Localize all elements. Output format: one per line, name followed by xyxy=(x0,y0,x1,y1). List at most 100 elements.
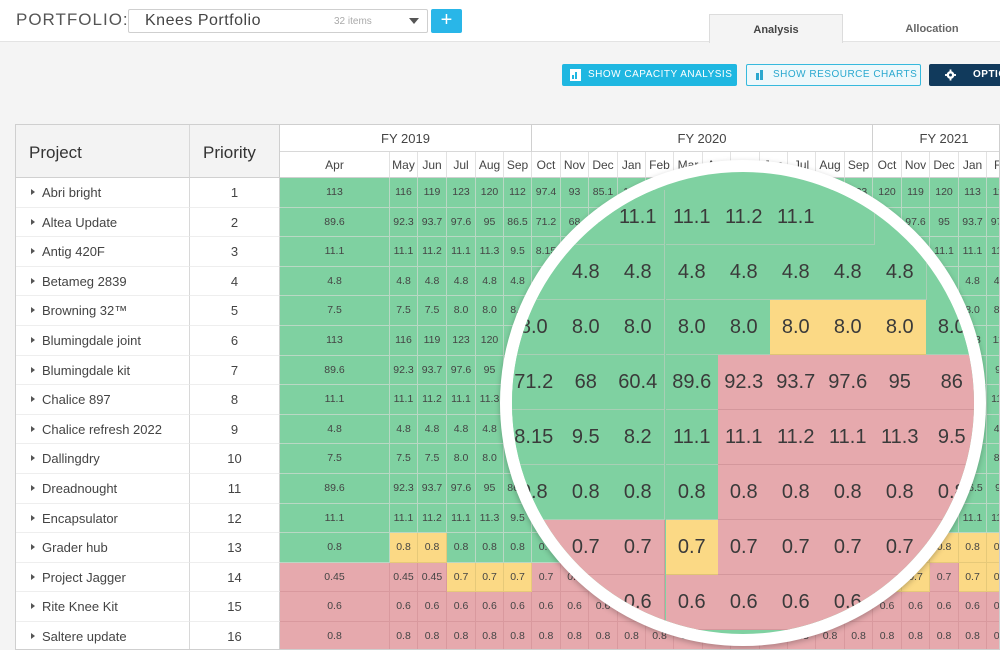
capacity-cell[interactable]: 4.8 xyxy=(987,266,999,297)
capacity-cell[interactable]: 0.8 xyxy=(987,533,999,563)
capacity-cell[interactable]: 89.6 xyxy=(280,355,390,386)
capacity-cell[interactable]: 95 xyxy=(476,207,504,238)
capacity-cell[interactable]: 0.6 xyxy=(476,592,504,622)
capacity-cell[interactable]: 97.6 xyxy=(447,207,476,238)
capacity-cell[interactable]: 119 xyxy=(418,326,447,356)
capacity-cell[interactable]: 116 xyxy=(987,326,999,356)
capacity-cell[interactable]: 120 xyxy=(476,178,504,208)
capacity-cell[interactable]: 93.7 xyxy=(959,207,987,238)
project-row-name[interactable]: Chalice 897 xyxy=(16,385,190,415)
capacity-cell[interactable]: 92.3 xyxy=(390,207,418,238)
capacity-cell[interactable]: 4.8 xyxy=(280,414,390,445)
capacity-cell[interactable]: 119 xyxy=(902,178,930,208)
capacity-cell[interactable]: 0.8 xyxy=(447,622,476,649)
expand-arrow-icon[interactable] xyxy=(31,573,35,580)
capacity-cell[interactable]: 95 xyxy=(930,207,959,238)
capacity-cell[interactable]: 0.7 xyxy=(447,562,476,593)
project-column-header[interactable]: Project xyxy=(16,125,190,178)
capacity-cell[interactable]: 120 xyxy=(476,326,504,356)
capacity-cell[interactable]: 0.8 xyxy=(280,533,390,563)
capacity-cell[interactable]: 11.2 xyxy=(418,237,447,267)
project-row-name[interactable]: Saltere update xyxy=(16,622,190,649)
expand-arrow-icon[interactable] xyxy=(31,218,35,225)
project-row-name[interactable]: Chalice refresh 2022 xyxy=(16,414,190,445)
project-row-name[interactable]: Abri bright xyxy=(16,178,190,208)
capacity-cell[interactable]: 0.6 xyxy=(987,592,999,622)
capacity-cell[interactable]: 11.1 xyxy=(280,237,390,267)
project-row-name[interactable]: Dallingdry xyxy=(16,444,190,474)
capacity-cell[interactable]: 11.1 xyxy=(447,503,476,534)
expand-arrow-icon[interactable] xyxy=(31,455,35,462)
capacity-cell[interactable]: 4.8 xyxy=(447,266,476,297)
show-resource-charts-button[interactable]: SHOW RESOURCE CHARTS xyxy=(746,64,921,86)
capacity-cell[interactable]: 89.6 xyxy=(280,207,390,238)
priority-column-header[interactable]: Priority xyxy=(190,125,280,178)
capacity-cell[interactable]: 7.5 xyxy=(390,444,418,474)
project-row-name[interactable]: Project Jagger xyxy=(16,562,190,593)
capacity-cell[interactable]: 123 xyxy=(447,326,476,356)
capacity-cell[interactable]: 8.0 xyxy=(447,444,476,474)
capacity-cell[interactable]: 11.1 xyxy=(447,237,476,267)
capacity-cell[interactable]: 11.1 xyxy=(447,385,476,415)
capacity-cell[interactable]: 0.8 xyxy=(390,533,418,563)
capacity-cell[interactable]: 93.7 xyxy=(418,474,447,504)
show-capacity-analysis-button[interactable]: SHOW CAPACITY ANALYSIS xyxy=(562,64,737,86)
capacity-cell[interactable]: 8.0 xyxy=(447,296,476,326)
capacity-cell[interactable]: 4.8 xyxy=(987,414,999,445)
tab-allocation[interactable]: Allocation xyxy=(905,23,959,35)
capacity-cell[interactable]: 0.8 xyxy=(447,533,476,563)
project-row-name[interactable]: Rite Knee Kit xyxy=(16,592,190,622)
capacity-cell[interactable]: 11.1 xyxy=(959,237,987,267)
capacity-cell[interactable]: 11.2 xyxy=(418,503,447,534)
capacity-cell[interactable]: 4.8 xyxy=(390,266,418,297)
expand-arrow-icon[interactable] xyxy=(31,337,35,343)
capacity-cell[interactable]: 93.7 xyxy=(418,355,447,386)
capacity-cell[interactable]: 4.8 xyxy=(959,266,987,297)
capacity-cell[interactable]: 116 xyxy=(390,326,418,356)
project-row-name[interactable]: Altea Update xyxy=(16,207,190,238)
capacity-cell[interactable]: 8.0 xyxy=(987,444,999,474)
capacity-cell[interactable]: 0.45 xyxy=(418,562,447,593)
capacity-cell[interactable]: 4.8 xyxy=(447,414,476,445)
expand-arrow-icon[interactable] xyxy=(31,633,35,639)
capacity-cell[interactable]: 97.6 xyxy=(447,474,476,504)
capacity-cell[interactable]: 0.7 xyxy=(987,562,999,593)
expand-arrow-icon[interactable] xyxy=(31,277,35,284)
expand-arrow-icon[interactable] xyxy=(31,544,35,551)
capacity-cell[interactable]: 0.45 xyxy=(280,562,390,593)
capacity-cell[interactable]: 8.0 xyxy=(987,296,999,326)
capacity-cell[interactable]: 92.3 xyxy=(390,355,418,386)
capacity-cell[interactable]: 0.6 xyxy=(390,592,418,622)
capacity-cell[interactable]: 0.8 xyxy=(987,622,999,649)
capacity-cell[interactable]: 11.1 xyxy=(280,385,390,415)
project-row-name[interactable]: Browning 32™ xyxy=(16,296,190,326)
capacity-cell[interactable]: 7.5 xyxy=(280,296,390,326)
expand-arrow-icon[interactable] xyxy=(31,425,35,432)
capacity-cell[interactable]: 11.2 xyxy=(987,237,999,267)
capacity-cell[interactable]: 7.5 xyxy=(418,444,447,474)
project-row-name[interactable]: Antig 420F xyxy=(16,237,190,267)
capacity-cell[interactable]: 0.8 xyxy=(418,533,447,563)
capacity-cell[interactable]: 95 xyxy=(987,474,999,504)
capacity-cell[interactable]: 4.8 xyxy=(280,266,390,297)
project-row-name[interactable]: Blumingdale joint xyxy=(16,326,190,356)
expand-arrow-icon[interactable] xyxy=(31,396,35,403)
capacity-cell[interactable]: 7.5 xyxy=(280,444,390,474)
capacity-cell[interactable]: 119 xyxy=(418,178,447,208)
portfolio-select[interactable]: Knees Portfolio 32 items xyxy=(128,9,428,33)
capacity-cell[interactable]: 0.6 xyxy=(280,592,390,622)
capacity-cell[interactable]: 113 xyxy=(280,326,390,356)
options-button[interactable]: OPTIONS xyxy=(929,64,1000,86)
capacity-cell[interactable]: 95 xyxy=(476,355,504,386)
expand-arrow-icon[interactable] xyxy=(31,248,35,255)
capacity-cell[interactable]: 4.8 xyxy=(418,266,447,297)
capacity-cell[interactable]: 0.8 xyxy=(618,622,646,649)
tab-analysis[interactable]: Analysis xyxy=(709,14,843,43)
expand-arrow-icon[interactable] xyxy=(31,603,35,610)
add-portfolio-button[interactable]: + xyxy=(431,9,462,33)
capacity-cell[interactable]: 11.2 xyxy=(418,385,447,415)
capacity-cell[interactable]: 116 xyxy=(987,178,999,208)
capacity-cell[interactable]: 4.8 xyxy=(390,414,418,445)
capacity-cell[interactable]: 97.6 xyxy=(987,207,999,238)
capacity-cell[interactable]: 120 xyxy=(930,178,959,208)
